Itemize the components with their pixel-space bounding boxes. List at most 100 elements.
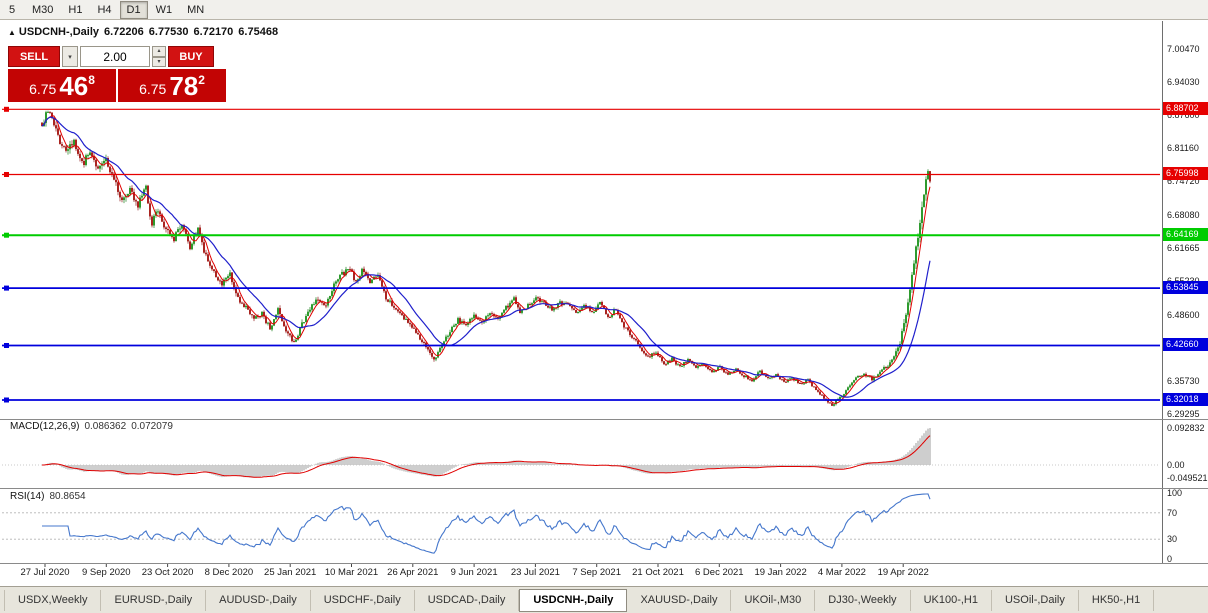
line-handle[interactable] xyxy=(4,232,9,238)
date-axis-label: 4 Mar 2022 xyxy=(817,567,866,578)
chart-tab-audusd[interactable]: AUDUSD-,Daily xyxy=(206,589,311,611)
date-axis-label: 19 Apr 2022 xyxy=(877,567,929,578)
macd-axis-label: 0.092832 xyxy=(1167,423,1205,433)
timeframe-button-w1[interactable]: W1 xyxy=(149,1,180,19)
price-axis: 7.004706.940306.876006.811606.747206.680… xyxy=(1162,21,1208,564)
price-axis-label: 7.00470 xyxy=(1167,44,1200,54)
buy-button[interactable]: BUY xyxy=(168,46,214,67)
price-axis-label: 6.74720 xyxy=(1167,176,1200,187)
chevron-down-icon: ▾ xyxy=(157,58,161,65)
date-axis-label: 7 Sep 2021 xyxy=(572,567,621,578)
volume-input[interactable] xyxy=(80,46,150,67)
panel-divider-macd-rsi[interactable] xyxy=(0,488,1208,489)
date-axis-label: 25 Jan 2021 xyxy=(264,567,317,578)
chart-tab-uk100[interactable]: UK100-,H1 xyxy=(911,589,992,611)
price-axis-label: 6.68080 xyxy=(1167,210,1200,221)
one-click-trading-panel: SELL ▾ ▴ ▾ BUY 6.75 46 8 6.75 78 2 xyxy=(8,46,226,102)
macd-value: 0.086362 xyxy=(84,421,127,432)
rsi-label: RSI(14) 80.8654 xyxy=(10,491,86,502)
date-axis-label: 9 Jun 2021 xyxy=(450,567,498,578)
chart-tab-eurusd[interactable]: EURUSD-,Daily xyxy=(101,589,207,611)
price-axis-label: 6.55230 xyxy=(1167,276,1200,286)
macd-name: MACD(12,26,9) xyxy=(10,421,80,432)
ohlc-low: 6.72170 xyxy=(193,26,234,38)
timeframe-button-mn[interactable]: MN xyxy=(180,1,211,19)
volume-increase-button[interactable]: ▴ xyxy=(152,46,166,57)
date-axis-label: 27 Jul 2020 xyxy=(20,567,70,578)
date-axis-label: 21 Oct 2021 xyxy=(632,567,684,578)
line-handle[interactable] xyxy=(4,397,9,403)
panel-divider-main-macd[interactable] xyxy=(0,419,1208,420)
chart-tab-dj30[interactable]: DJ30-,Weekly xyxy=(815,589,911,611)
rsi-value: 80.8654 xyxy=(49,491,86,502)
price-axis-label: 6.35730 xyxy=(1167,376,1200,386)
date-axis-label: 6 Dec 2021 xyxy=(695,567,744,578)
collapse-trade-panel-icon[interactable]: ▲ xyxy=(8,28,16,37)
panel-divider-rsi-dates[interactable] xyxy=(0,563,1208,564)
chevron-up-icon: ▴ xyxy=(157,48,161,55)
macd-label: MACD(12,26,9) 0.086362 0.072079 xyxy=(10,421,173,432)
line-handle[interactable] xyxy=(4,343,9,348)
chart-tab-usdchf[interactable]: USDCHF-,Daily xyxy=(311,589,415,611)
chart-tab-usdcad[interactable]: USDCAD-,Daily xyxy=(415,589,520,611)
price-tag: 6.32018 xyxy=(1163,393,1208,407)
date-axis-label: 23 Oct 2020 xyxy=(141,567,194,578)
price-axis-label: 6.48600 xyxy=(1167,310,1200,320)
macd-axis-label: 0.00 xyxy=(1167,460,1185,470)
bid-price-main: 6.75 xyxy=(29,80,57,97)
price-axis-label: 6.61665 xyxy=(1167,243,1200,253)
chart-background xyxy=(0,21,1208,586)
rsi-axis-label: 100 xyxy=(1167,488,1183,498)
line-handle[interactable] xyxy=(4,172,9,177)
date-axis-label: 19 Jan 2022 xyxy=(754,567,807,578)
timeframe-button-h1[interactable]: H1 xyxy=(61,1,89,19)
bid-price-big: 46 xyxy=(59,70,89,101)
chart-tab-xauusd[interactable]: XAUUSD-,Daily xyxy=(627,589,732,611)
rsi-axis-label: 30 xyxy=(1167,534,1178,545)
rsi-name: RSI(14) xyxy=(10,491,45,502)
volume-dropdown-button[interactable]: ▾ xyxy=(62,46,78,67)
rsi-axis-label: 70 xyxy=(1167,507,1178,518)
price-tag: 6.42660 xyxy=(1163,338,1208,352)
ohlc-open: 6.72206 xyxy=(104,26,144,38)
chart-title: ▲ USDCNH-,Daily 6.72206 6.77530 6.72170 6.754… xyxy=(8,26,283,38)
price-axis-label: 6.81160 xyxy=(1167,143,1199,154)
macd-axis-label: -0.049521 xyxy=(1167,473,1208,483)
date-axis-label: 10 Mar 2021 xyxy=(324,567,379,578)
ohlc-close: 6.75468 xyxy=(238,26,279,38)
line-handle[interactable] xyxy=(4,106,9,112)
buy-price-display[interactable]: 6.75 78 2 xyxy=(118,69,226,102)
rsi-axis-label: 0 xyxy=(1167,554,1173,564)
sell-price-display[interactable]: 6.75 46 8 xyxy=(8,69,116,102)
price-tag: 6.88702 xyxy=(1163,102,1208,116)
chart-tab-usdcnh[interactable]: USDCNH-,Daily xyxy=(519,588,628,612)
ohlc-high: 6.77530 xyxy=(148,26,189,38)
bid-price-sup: 8 xyxy=(88,73,95,87)
chart-tab-hk50[interactable]: HK50-,H1 xyxy=(1079,589,1155,611)
date-axis-label: 8 Dec 2020 xyxy=(204,567,254,578)
line-handle[interactable] xyxy=(4,285,9,291)
timeframe-toolbar: 5 M30 H1 H4 D1 W1 MN xyxy=(0,0,1208,20)
chart-tabs-bar: USDX,Weekly EURUSD-,Daily AUDUSD-,Daily USD… xyxy=(0,586,1208,613)
chart-tab-usoil[interactable]: USOil-,Daily xyxy=(992,589,1079,611)
macd-signal-value: 0.072079 xyxy=(131,421,173,432)
price-axis-label: 6.94030 xyxy=(1167,77,1200,88)
date-axis-label: 26 Apr 2021 xyxy=(387,567,439,578)
ask-price-big: 78 xyxy=(169,70,199,101)
timeframe-button-m30[interactable]: M30 xyxy=(25,1,60,19)
chevron-down-icon: ▾ xyxy=(68,53,72,61)
ask-price-main: 6.75 xyxy=(139,80,167,97)
price-tag: 6.75998 xyxy=(1163,167,1208,181)
date-axis-label: 9 Sep 2020 xyxy=(81,567,131,578)
chart-tab-ukoil[interactable]: UKOil-,M30 xyxy=(731,589,816,611)
ask-price-sup: 2 xyxy=(198,73,205,87)
chart-tab-usdx[interactable]: USDX,Weekly xyxy=(4,589,102,611)
timeframe-button-d1[interactable]: D1 xyxy=(119,0,148,19)
volume-decrease-button[interactable]: ▾ xyxy=(152,56,166,67)
date-axis-label: 23 Jul 2021 xyxy=(510,567,560,578)
price-tag: 6.64169 xyxy=(1163,228,1208,242)
sell-button[interactable]: SELL xyxy=(8,46,60,67)
timeframe-button-5[interactable]: 5 xyxy=(0,1,24,19)
timeframe-button-h4[interactable]: H4 xyxy=(90,1,118,19)
